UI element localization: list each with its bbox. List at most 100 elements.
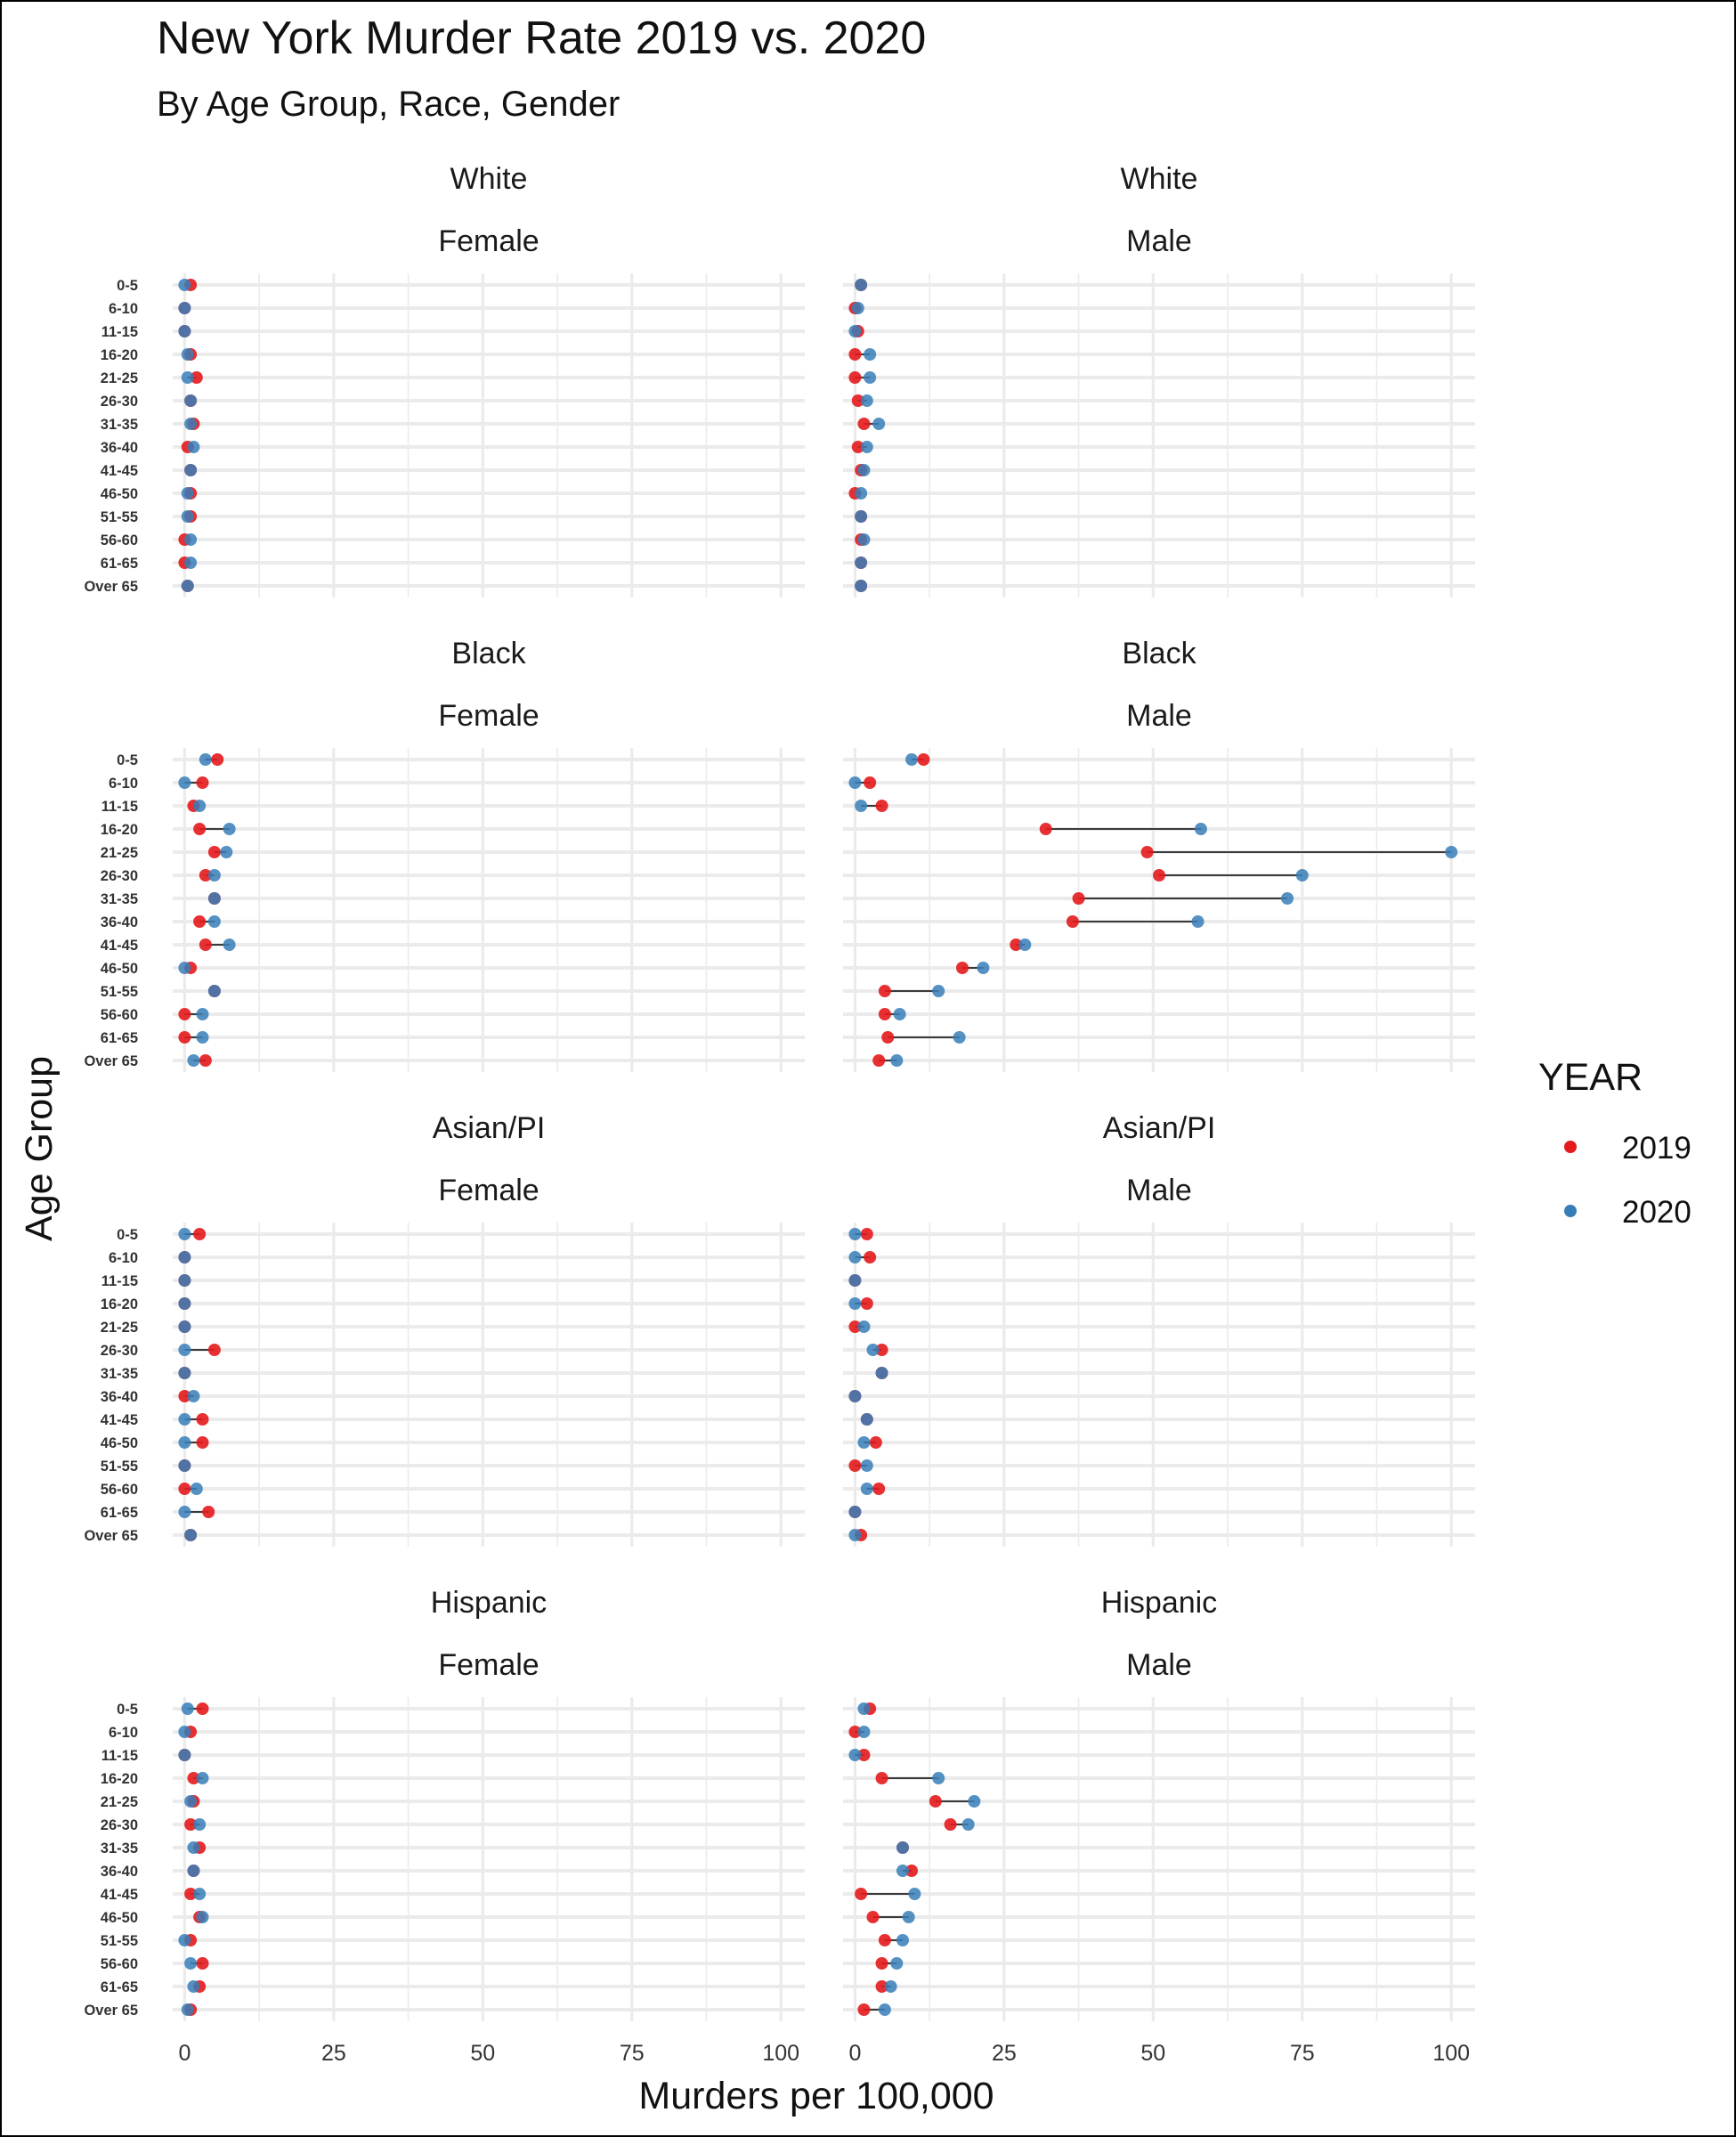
y-tick-label: 41-45 bbox=[101, 1887, 138, 1903]
point-2020 bbox=[896, 1934, 909, 1946]
point-2019 bbox=[872, 1054, 886, 1067]
point-2019 bbox=[178, 1008, 191, 1020]
point-2020 bbox=[857, 533, 871, 546]
point-2020 bbox=[184, 394, 198, 407]
point-2019 bbox=[864, 1251, 877, 1264]
point-2019 bbox=[207, 1344, 221, 1356]
x-tick-label: 50 bbox=[1140, 2041, 1165, 2066]
y-tick-label: 11-15 bbox=[101, 1748, 138, 1764]
point-2019 bbox=[875, 1957, 888, 1970]
point-2020 bbox=[193, 1888, 207, 1900]
point-2020 bbox=[181, 580, 194, 592]
point-2019 bbox=[917, 753, 930, 766]
strip-race-label: Asian/PI bbox=[1103, 1111, 1216, 1145]
y-tick-label: 6-10 bbox=[109, 1250, 138, 1266]
point-2019 bbox=[857, 1749, 871, 1761]
point-2020 bbox=[207, 869, 221, 882]
point-2020 bbox=[207, 915, 221, 928]
point-2020 bbox=[223, 823, 236, 835]
point-2020 bbox=[184, 557, 198, 569]
point-2019 bbox=[196, 1957, 209, 1970]
point-2019 bbox=[1072, 892, 1085, 905]
point-2019 bbox=[878, 1934, 891, 1946]
point-2020 bbox=[178, 1459, 191, 1472]
point-2019 bbox=[905, 1865, 919, 1877]
point-2020 bbox=[860, 394, 873, 407]
point-2020 bbox=[196, 1911, 209, 1923]
y-tick-label: 21-25 bbox=[101, 1320, 138, 1336]
x-tick-label: 75 bbox=[1290, 2041, 1315, 2066]
point-2020 bbox=[855, 557, 868, 569]
point-2020 bbox=[977, 962, 990, 974]
point-2019 bbox=[875, 1344, 888, 1356]
point-2020 bbox=[860, 1459, 873, 1472]
y-tick-label: 26-30 bbox=[101, 868, 138, 884]
point-2019 bbox=[848, 348, 862, 361]
point-2020 bbox=[848, 1529, 862, 1541]
y-tick-label: 6-10 bbox=[109, 301, 138, 317]
point-2020 bbox=[199, 753, 212, 766]
point-2019 bbox=[866, 1911, 880, 1923]
point-2019 bbox=[955, 962, 969, 974]
point-2019 bbox=[196, 776, 209, 789]
strip-gender-label: Female bbox=[438, 1174, 539, 1207]
point-2020 bbox=[857, 1436, 871, 1449]
strip-race-label: Hispanic bbox=[431, 1586, 547, 1620]
y-tick-label: 16-20 bbox=[101, 1296, 138, 1312]
point-2020 bbox=[860, 1483, 873, 1495]
point-2020 bbox=[932, 1772, 945, 1784]
point-2020 bbox=[866, 1344, 880, 1356]
y-tick-label: 41-45 bbox=[101, 463, 138, 479]
point-2019 bbox=[848, 1320, 862, 1333]
point-2019 bbox=[196, 1702, 209, 1715]
point-2020 bbox=[890, 1957, 904, 1970]
point-2019 bbox=[190, 371, 203, 384]
point-2019 bbox=[857, 2003, 871, 2016]
point-2019 bbox=[193, 1228, 207, 1240]
point-2019 bbox=[178, 1031, 191, 1044]
y-tick-label: 21-25 bbox=[101, 845, 138, 861]
point-2020 bbox=[178, 1297, 191, 1310]
y-tick-label: 51-55 bbox=[101, 1933, 138, 1949]
point-2020 bbox=[178, 279, 191, 291]
point-2020 bbox=[860, 441, 873, 453]
point-2020 bbox=[872, 418, 886, 430]
point-2019 bbox=[944, 1818, 957, 1831]
y-tick-label: 56-60 bbox=[101, 532, 138, 548]
strip-race-label: Black bbox=[1122, 637, 1197, 670]
y-tick-label: 0-5 bbox=[117, 1227, 138, 1243]
y-tick-label: 56-60 bbox=[101, 1956, 138, 1972]
x-tick-label: 100 bbox=[762, 2041, 799, 2066]
point-2020 bbox=[857, 1320, 871, 1333]
y-tick-label: 36-40 bbox=[101, 1389, 138, 1405]
point-2020 bbox=[190, 1483, 203, 1495]
point-2019 bbox=[199, 1054, 212, 1067]
legend-marker-2019 bbox=[1564, 1141, 1577, 1153]
point-2019 bbox=[193, 823, 207, 835]
point-2020 bbox=[848, 1390, 862, 1402]
y-tick-label: 61-65 bbox=[101, 1979, 138, 1995]
y-tick-label: 51-55 bbox=[101, 984, 138, 1000]
point-2020 bbox=[848, 1749, 862, 1761]
point-2020 bbox=[953, 1031, 966, 1044]
y-tick-label: 41-45 bbox=[101, 938, 138, 954]
point-2019 bbox=[848, 371, 862, 384]
point-2020 bbox=[932, 985, 945, 997]
point-2020 bbox=[178, 1367, 191, 1379]
strip-race-label: Hispanic bbox=[1101, 1586, 1217, 1620]
point-2020 bbox=[178, 325, 191, 337]
y-tick-label: 6-10 bbox=[109, 776, 138, 792]
point-2019 bbox=[929, 1795, 942, 1808]
point-2019 bbox=[875, 1980, 888, 1993]
point-2020 bbox=[220, 846, 233, 858]
point-2019 bbox=[196, 1436, 209, 1449]
point-2020 bbox=[193, 800, 207, 812]
point-2019 bbox=[848, 1726, 862, 1738]
point-2020 bbox=[896, 1841, 909, 1854]
point-2020 bbox=[848, 1506, 862, 1518]
chart-title: New York Murder Rate 2019 vs. 2020 bbox=[157, 12, 926, 64]
point-2020 bbox=[893, 1008, 906, 1020]
legend-label-2019: 2019 bbox=[1622, 1131, 1691, 1166]
y-tick-label: 0-5 bbox=[117, 752, 138, 768]
